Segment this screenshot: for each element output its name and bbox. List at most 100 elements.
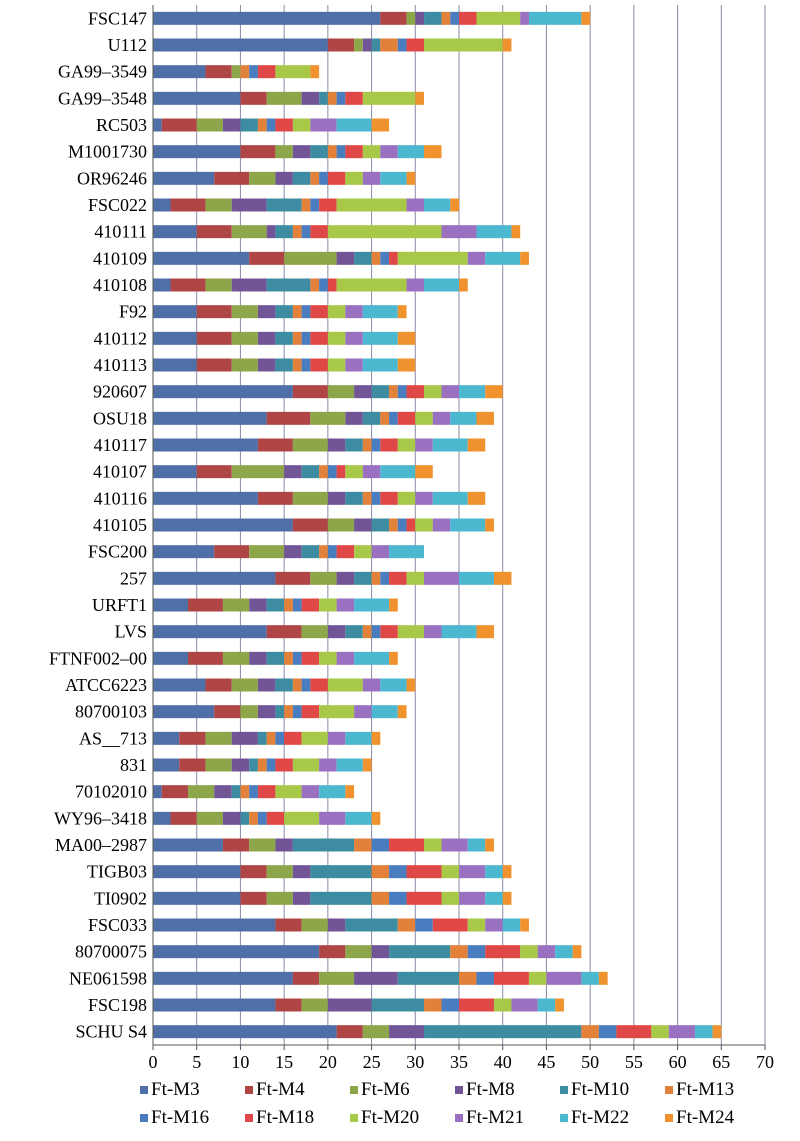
bar-segment xyxy=(284,705,293,719)
bar-segment xyxy=(467,838,486,852)
bar-segment xyxy=(240,65,250,79)
bar-segment xyxy=(467,918,486,932)
bar-segment xyxy=(292,438,328,452)
category-label: 831 xyxy=(120,755,147,775)
legend-swatch xyxy=(245,1086,253,1094)
bar-segment xyxy=(266,865,293,879)
bar-segment xyxy=(380,145,398,159)
bar-segment xyxy=(415,91,425,105)
bar-segment xyxy=(327,91,337,105)
bar-segment xyxy=(371,545,390,559)
bar-segment xyxy=(397,971,459,985)
bar-segment xyxy=(354,838,372,852)
bar-segment xyxy=(275,145,293,159)
bar-segment xyxy=(310,331,328,345)
category-label: FSC198 xyxy=(88,995,147,1015)
bar-segment xyxy=(424,198,451,212)
bar-segment xyxy=(572,945,582,959)
bar-segment xyxy=(310,198,320,212)
bar-segment xyxy=(432,411,451,425)
bar-segment xyxy=(205,278,232,292)
bar-segment xyxy=(214,545,250,559)
legend: Ft-M3 Ft-M4 Ft-M6 Ft-M8 Ft-M10 Ft-M13 Ft-M16 Ft… xyxy=(140,1079,735,1128)
bar-segment xyxy=(450,411,477,425)
bar-segment xyxy=(275,785,302,799)
legend-label: Ft-M18 xyxy=(256,1107,314,1128)
bar-segment xyxy=(319,598,337,612)
bar-segment xyxy=(415,518,433,532)
bar-segment xyxy=(301,651,320,665)
bar-segment xyxy=(581,11,591,25)
bar-segment xyxy=(380,438,398,452)
category-label: 410112 xyxy=(94,328,147,348)
bar-segment xyxy=(319,465,328,479)
bar-segment xyxy=(257,491,293,505)
x-tick-label: 0 xyxy=(149,1052,158,1072)
bar-segment xyxy=(222,118,241,132)
bar-segment xyxy=(459,998,494,1012)
legend-label: Ft-M24 xyxy=(676,1107,735,1128)
bar-segment xyxy=(520,11,529,25)
bar-segment xyxy=(153,625,267,639)
category-label: MA00–2987 xyxy=(55,835,147,855)
bar-segment xyxy=(153,465,197,479)
legend-label: Ft-M4 xyxy=(256,1079,305,1100)
x-tick-label: 25 xyxy=(363,1052,381,1072)
bar-segment xyxy=(371,251,381,265)
bar-segment xyxy=(371,945,390,959)
bar-segment xyxy=(153,838,223,852)
bar-segment xyxy=(301,358,311,372)
bar-segment xyxy=(196,331,232,345)
bar-segment xyxy=(231,65,241,79)
bar-segment xyxy=(415,465,433,479)
bar-segment xyxy=(485,385,503,399)
axes xyxy=(152,5,766,1050)
bar-segment xyxy=(222,811,241,825)
category-label: ATCC6223 xyxy=(65,675,147,695)
bar-segment xyxy=(301,731,328,745)
bar-segment xyxy=(424,571,459,585)
bar-segment xyxy=(336,598,355,612)
category-label: GA99–3549 xyxy=(58,62,147,82)
bar-segment xyxy=(327,678,363,692)
x-tick-label: 35 xyxy=(450,1052,468,1072)
bar-segment xyxy=(222,838,250,852)
bar-segment xyxy=(301,598,320,612)
bar-segment xyxy=(153,865,241,879)
bar-segment xyxy=(485,891,503,905)
bar-segment xyxy=(275,171,293,185)
bar-segment xyxy=(249,758,258,772)
bar-segment xyxy=(153,11,381,25)
bar-segment xyxy=(397,918,416,932)
category-label: TIGB03 xyxy=(87,862,147,882)
bar-segment xyxy=(319,785,346,799)
category-label: 410105 xyxy=(93,515,147,535)
bar-segment xyxy=(511,225,521,239)
bar-segment xyxy=(153,705,215,719)
x-tick-label: 10 xyxy=(231,1052,249,1072)
bar-segment xyxy=(292,891,311,905)
bar-segment xyxy=(345,945,372,959)
bar-segment xyxy=(362,438,372,452)
bar-segment xyxy=(327,438,346,452)
bar-segment xyxy=(345,465,363,479)
bar-segment xyxy=(476,11,521,25)
bar-segment xyxy=(345,438,363,452)
category-labels: FSC147 U112 GA99–3549 GA99–3548 RC503 M100173… xyxy=(49,8,147,1041)
bar-segment xyxy=(362,1025,390,1039)
bar-segment xyxy=(231,198,267,212)
bar-segment xyxy=(459,571,494,585)
bar-segment xyxy=(345,625,363,639)
bar-segment xyxy=(354,705,372,719)
bar-segment xyxy=(380,625,398,639)
category-label: 410117 xyxy=(94,435,147,455)
bar-segment xyxy=(528,971,547,985)
category-label: 410111 xyxy=(94,222,147,242)
bar-segment xyxy=(450,11,459,25)
bar-segment xyxy=(292,651,302,665)
bar-segment xyxy=(284,651,293,665)
bar-segment xyxy=(371,518,390,532)
bar-segment xyxy=(249,785,258,799)
bar-segment xyxy=(502,891,512,905)
bar-segment xyxy=(380,171,407,185)
